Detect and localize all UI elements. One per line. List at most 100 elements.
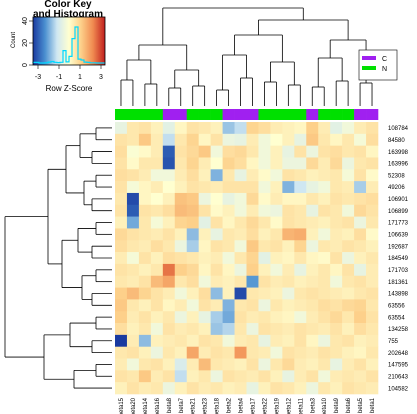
column-label: beta7 <box>179 397 185 413</box>
heatmap-cell <box>115 334 128 347</box>
heatmap-cell <box>342 287 355 300</box>
row-label: 63556 <box>388 304 405 310</box>
heatmap-cell <box>198 204 211 217</box>
group-bar-cell <box>150 109 164 120</box>
heatmap-cell <box>186 287 199 300</box>
heatmap-cell <box>318 192 331 206</box>
heatmap-cell <box>258 311 271 324</box>
heatmap-cell <box>138 263 152 277</box>
heatmap-cell <box>246 252 259 265</box>
heatmap-cell <box>330 240 343 253</box>
column-label: beta6 <box>346 397 352 413</box>
column-label: beta5 <box>358 397 364 413</box>
heatmap-cell <box>270 192 283 206</box>
heatmap-cell <box>126 275 140 288</box>
heatmap-cell <box>258 370 271 383</box>
heatmap-cell <box>342 228 355 241</box>
column-labels: beta15 beta20 beta14 beta16 beta8 beta7 beta21… <box>119 397 376 414</box>
heatmap-cell <box>126 181 140 194</box>
heatmap-cell <box>138 240 152 253</box>
heatmap-cell <box>282 228 295 241</box>
color-key-y-axis: 0 20 40 <box>22 17 33 67</box>
heatmap-cell <box>115 382 128 395</box>
heatmap-cell <box>115 181 128 194</box>
heatmap-cell <box>366 252 379 265</box>
column-label: beta11 <box>298 397 304 414</box>
heatmap-cell <box>330 204 343 217</box>
heatmap-cell <box>258 252 271 265</box>
heatmap-cell <box>186 323 199 336</box>
heatmap-cell <box>222 145 235 158</box>
heatmap-cell <box>246 334 259 347</box>
heatmap-cell <box>115 287 128 300</box>
heatmap-cell <box>210 263 223 277</box>
heatmap-cell <box>210 334 223 347</box>
heatmap-cell <box>342 240 355 253</box>
heatmap-cell <box>222 157 235 170</box>
heatmap-cell <box>294 275 307 288</box>
heatmap-cell <box>354 157 367 170</box>
heatmap-cell <box>222 122 235 135</box>
heatmap-cell <box>198 192 211 206</box>
heatmap-cell <box>294 240 307 253</box>
heatmap-cell <box>306 358 319 371</box>
column-label: beta10 <box>322 397 328 414</box>
color-key-y-tick-label: 40 <box>22 17 29 25</box>
heatmap-cell <box>282 192 295 206</box>
heatmap-cell <box>162 204 176 217</box>
heatmap-cell <box>162 157 176 170</box>
color-key-xlabel: Row Z-Score <box>46 84 93 93</box>
row-label: 63554 <box>388 315 405 321</box>
heatmap-cell <box>366 240 379 253</box>
heatmap-cell <box>318 122 331 135</box>
heatmap-cell <box>258 133 271 146</box>
heatmap-cell <box>150 334 164 347</box>
heatmap-cell <box>366 145 379 158</box>
group-bar-cell <box>258 109 271 120</box>
heatmap-cell <box>138 287 152 300</box>
heatmap-cell <box>126 145 140 158</box>
heatmap-cell <box>258 216 271 229</box>
heatmap-cell <box>270 323 283 336</box>
heatmap-cell <box>294 323 307 336</box>
heatmap-cell <box>150 133 164 146</box>
heatmap-cell <box>222 346 235 359</box>
heatmap-cell <box>258 122 271 135</box>
heatmap-cell <box>150 370 164 383</box>
heatmap-cell <box>198 263 211 277</box>
heatmap-cell <box>186 133 199 146</box>
heatmap-cell <box>342 382 355 395</box>
heatmap-cell <box>162 346 176 359</box>
row-label: 106901 <box>388 197 409 203</box>
heatmap-cell <box>366 122 379 135</box>
heatmap-cell <box>282 323 295 336</box>
heatmap-cell <box>330 275 343 288</box>
heatmap-cell <box>318 133 331 146</box>
heatmap-cell <box>270 346 283 359</box>
heatmap-cell <box>186 382 199 395</box>
heatmap-cell <box>294 334 307 347</box>
heatmap-cell <box>234 263 247 277</box>
heatmap-cell <box>126 287 140 300</box>
heatmap-cell <box>162 228 176 241</box>
column-label: beta1 <box>370 397 376 413</box>
heatmap-cell <box>150 311 164 324</box>
heatmap-cell <box>282 334 295 347</box>
heatmap-cell <box>115 192 128 206</box>
heatmap-cell <box>115 275 128 288</box>
column-label: beta4 <box>239 397 245 413</box>
heatmap-cell <box>126 311 140 324</box>
heatmap-cell <box>222 169 235 182</box>
heatmap-cell <box>354 323 367 336</box>
heatmap-cell <box>294 133 307 146</box>
group-bar-cell <box>330 109 343 120</box>
column-label: beta19 <box>274 397 280 414</box>
heatmap-cell <box>138 275 152 288</box>
heatmap-cell <box>126 157 140 170</box>
color-key: Color Key and Histogram 0 20 40 -3 -1 1 3 Cou… <box>11 0 106 93</box>
heatmap-cell <box>258 181 271 194</box>
heatmap-cell <box>138 228 152 241</box>
heatmap-cell <box>222 358 235 371</box>
heatmap-cell <box>306 228 319 241</box>
row-label: 49206 <box>388 185 405 191</box>
